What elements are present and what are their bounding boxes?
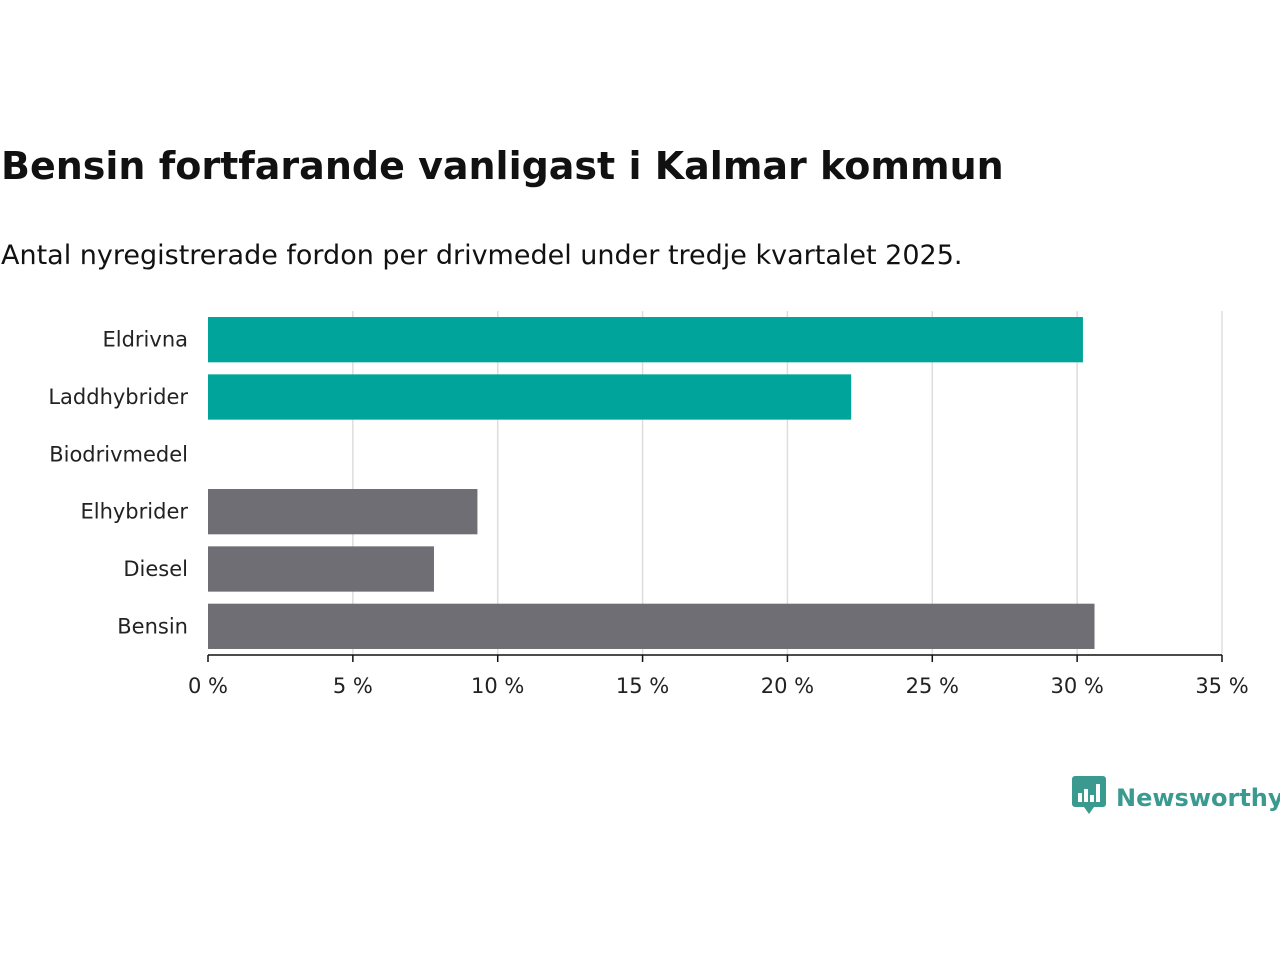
bar-chart: Eldrivna Laddhybrider Biodrivmedel Elhybrid…: [48, 311, 1249, 698]
bars: [208, 317, 1095, 649]
grid-lines: [352, 311, 1223, 655]
x-tick-label-6: 30 %: [1050, 674, 1103, 698]
newsworthy-logo: Newsworthy: [1072, 776, 1280, 820]
chart-title: Bensin fortfarande vanligast i Kalmar ko…: [1, 144, 1004, 188]
bar-elhybrider: [208, 489, 478, 535]
chart-subtitle: Antal nyregistrerade fordon per drivmede…: [1, 240, 963, 271]
x-tick-label-1: 5 %: [333, 674, 373, 698]
brand-name: Newsworthy: [1116, 784, 1280, 812]
category-label-laddhybrider: Laddhybrider: [48, 385, 188, 409]
x-tick-label-4: 20 %: [761, 674, 814, 698]
x-tick-label-3: 15 %: [616, 674, 669, 698]
category-label-biodrivmedel: Biodrivmedel: [49, 442, 188, 466]
category-label-diesel: Diesel: [123, 557, 188, 581]
category-label-bensin: Bensin: [117, 614, 188, 638]
x-tick-label-2: 10 %: [471, 674, 524, 698]
x-axis: 0 % 5 % 10 % 15 % 20 % 25 % 30 % 35 %: [188, 654, 1249, 698]
bar-diesel: [208, 546, 434, 592]
bar-laddhybrider: [208, 374, 852, 420]
x-tick-label-7: 35 %: [1195, 674, 1248, 698]
category-label-elhybrider: Elhybrider: [80, 500, 188, 524]
bar-chart-speech-bubble-icon: [1072, 776, 1106, 820]
x-tick-label-0: 0 %: [188, 674, 228, 698]
bar-bensin: [208, 603, 1095, 649]
category-labels: Eldrivna Laddhybrider Biodrivmedel Elhybrid…: [48, 328, 188, 639]
bar-eldrivna: [208, 317, 1083, 363]
category-label-eldrivna: Eldrivna: [102, 328, 188, 352]
x-tick-label-5: 25 %: [906, 674, 959, 698]
